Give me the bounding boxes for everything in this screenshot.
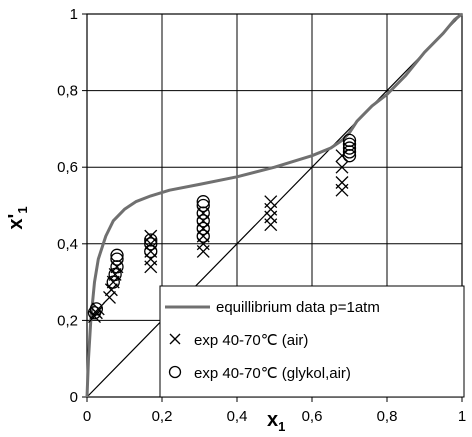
x-tick-label: 0,4 xyxy=(227,408,248,425)
glykol-point xyxy=(196,214,210,228)
legend-box xyxy=(159,285,465,398)
y-tick-label: 0 xyxy=(70,389,78,406)
x-tick-label: 0,8 xyxy=(377,408,398,425)
x-tick-label: 0 xyxy=(83,408,91,425)
y-tick-label: 1 xyxy=(70,6,78,23)
legend-glykol-marker xyxy=(168,365,182,379)
equilibrium-series xyxy=(85,12,463,398)
legend-equilibrium-label: equillibrium data p=1atm xyxy=(216,299,380,316)
legend-glykol-label: exp 40-70℃ (glykol,air) xyxy=(194,365,351,382)
axis-ticks: 0 0,2 0,4 0,6 0,8 1 0 0,2 0,4 0,6 0,8 1 xyxy=(57,6,466,425)
legend: equillibrium data p=1atm exp 40-70℃ (air… xyxy=(159,285,465,398)
glykol-point xyxy=(196,221,210,236)
glykol-point xyxy=(196,195,210,209)
grid-lines xyxy=(87,14,462,397)
glykol-point xyxy=(106,275,120,289)
glykol-point xyxy=(89,302,104,316)
air-point xyxy=(88,310,101,324)
y-tick-label: 0,8 xyxy=(57,83,78,100)
glykol-point xyxy=(144,233,158,247)
glykol-point xyxy=(196,198,210,213)
y-tick-label: 0,2 xyxy=(57,312,78,329)
glykol-point xyxy=(144,237,158,251)
x-tick-label: 0,6 xyxy=(302,408,323,425)
y-tick-label: 0,4 xyxy=(57,236,78,253)
glykol-series xyxy=(87,133,357,320)
air-point xyxy=(89,306,103,320)
glykol-point xyxy=(342,133,357,148)
air-point xyxy=(103,290,116,304)
legend-air-marker xyxy=(169,333,181,345)
equilibrium-line xyxy=(85,12,463,398)
legend-air-label: exp 40-70℃ (air) xyxy=(194,332,308,349)
glykol-point xyxy=(196,229,210,243)
air-point xyxy=(335,160,349,174)
air-point xyxy=(335,176,349,189)
air-point xyxy=(104,283,118,297)
svg-text:x'1: x'1 xyxy=(5,206,30,229)
glykol-point xyxy=(108,267,122,282)
air-point xyxy=(335,149,349,163)
glykol-point xyxy=(342,137,357,151)
glykol-point xyxy=(342,141,357,155)
x-tick-label: 1 xyxy=(458,408,466,425)
glykol-point xyxy=(110,248,124,262)
x-axis-title: x1 xyxy=(267,409,285,434)
y-tick-label: 0,6 xyxy=(57,159,78,176)
y-axis-title: x'1 xyxy=(5,206,30,229)
glykol-point xyxy=(110,252,124,266)
air-point xyxy=(264,195,278,209)
x-tick-label: 0,2 xyxy=(152,408,173,425)
